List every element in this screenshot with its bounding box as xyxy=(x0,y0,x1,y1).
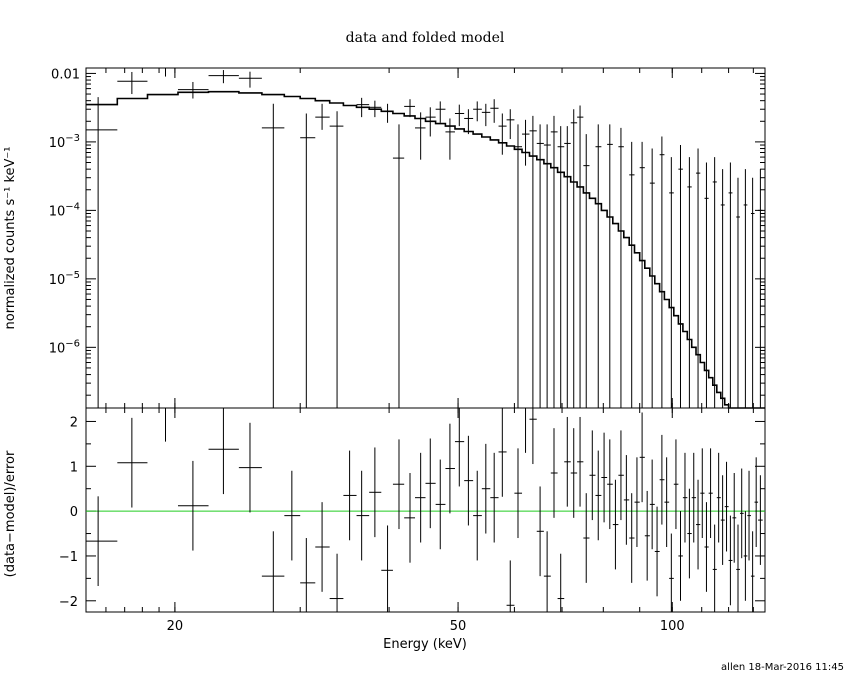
y-tick-label: 10−5 xyxy=(49,270,80,288)
y-axis-label-bottom: (data−model)/error xyxy=(3,450,18,577)
y-axis-label-top: normalized counts s⁻¹ keV⁻¹ xyxy=(3,147,18,330)
bottom-frame xyxy=(85,407,766,613)
model-curve xyxy=(86,90,765,409)
x-tick-label: 100 xyxy=(660,619,685,634)
y-tick-label: 10−4 xyxy=(49,201,80,219)
y-tick-label: 10−6 xyxy=(49,338,80,356)
x-tick-label: 20 xyxy=(167,619,184,634)
y-tick-label: −2 xyxy=(59,595,78,610)
x-tick-label: 50 xyxy=(450,619,467,634)
top-panel: 0.01 10−3 10−4 10−5 10−6 xyxy=(49,67,766,418)
y-tick-label: 1 xyxy=(70,460,78,475)
y-tick-label: 10−3 xyxy=(49,133,80,151)
chart-title: data and folded model xyxy=(345,30,505,46)
y-tick-label: 0.01 xyxy=(51,67,80,82)
footer-stamp: allen 18-Mar-2016 11:45 xyxy=(721,662,844,673)
residual-panel: 20 50 100 −2 −1 0 1 2 xyxy=(59,407,766,634)
y-tick-label: 2 xyxy=(70,415,78,430)
y-tick-label: 0 xyxy=(70,505,78,520)
x-axis-label: Energy (keV) xyxy=(383,637,467,652)
y-tick-label: −1 xyxy=(59,550,78,565)
